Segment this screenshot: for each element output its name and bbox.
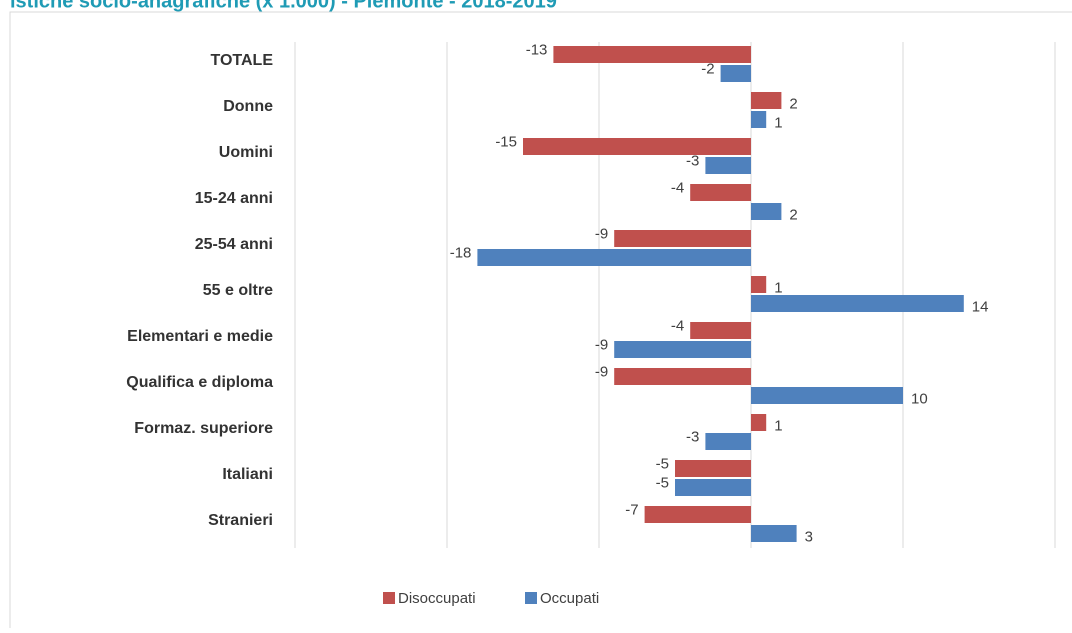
bar — [614, 368, 751, 385]
category-label: 15-24 anni — [195, 190, 273, 207]
value-label: -2 — [701, 60, 714, 77]
legend-swatch — [383, 592, 395, 604]
bar — [690, 184, 751, 201]
bar — [523, 138, 751, 155]
bar — [614, 341, 751, 358]
value-label: -13 — [526, 41, 548, 58]
category-label: Qualifica e diploma — [126, 374, 273, 391]
bar — [705, 433, 751, 450]
category-label: Formaz. superiore — [134, 420, 273, 437]
value-label: -9 — [595, 225, 608, 242]
value-label: -18 — [450, 244, 472, 261]
bar — [675, 460, 751, 477]
category-label: TOTALE — [210, 52, 273, 69]
category-label: Donne — [223, 98, 273, 115]
bar — [690, 322, 751, 339]
bar — [751, 92, 782, 109]
value-label: -15 — [495, 133, 517, 150]
value-label: -5 — [656, 474, 669, 491]
bar — [751, 111, 767, 128]
value-label: -4 — [671, 179, 684, 196]
legend-label: Disoccupati — [398, 590, 476, 607]
bar — [614, 230, 751, 247]
bar — [751, 414, 767, 431]
category-label: Elementari e medie — [127, 328, 273, 345]
value-label: -9 — [595, 336, 608, 353]
category-label: 25-54 anni — [195, 236, 273, 253]
bar — [675, 479, 751, 496]
value-label: -3 — [686, 428, 699, 445]
bar — [751, 203, 782, 220]
chart-border — [9, 11, 1072, 633]
value-label: 14 — [972, 298, 989, 315]
legend-swatch — [525, 592, 537, 604]
category-label: Italiani — [222, 466, 273, 483]
value-label: 2 — [789, 95, 797, 112]
bar — [751, 295, 964, 312]
value-label: -4 — [671, 317, 684, 334]
category-label: 55 e oltre — [203, 282, 273, 299]
legend-label: Occupati — [540, 590, 599, 607]
value-label: -3 — [686, 152, 699, 169]
value-label: 3 — [805, 528, 813, 545]
bar — [705, 157, 751, 174]
bar — [751, 525, 797, 542]
value-label: -5 — [656, 455, 669, 472]
value-label: -9 — [595, 363, 608, 380]
bar — [644, 506, 751, 523]
bar — [477, 249, 751, 266]
value-label: 10 — [911, 390, 928, 407]
bar — [751, 387, 903, 404]
category-label: Stranieri — [208, 512, 273, 529]
chart-title: istiche socio-anagrafiche (x 1.000) - Pi… — [10, 0, 557, 12]
value-label: 2 — [789, 206, 797, 223]
category-label: Uomini — [219, 144, 273, 161]
bar — [720, 65, 751, 82]
value-label: 1 — [774, 417, 782, 434]
value-label: 1 — [774, 279, 782, 296]
value-label: 1 — [774, 114, 782, 131]
bar — [553, 46, 751, 63]
value-label: -7 — [625, 501, 638, 518]
bar — [751, 276, 767, 293]
